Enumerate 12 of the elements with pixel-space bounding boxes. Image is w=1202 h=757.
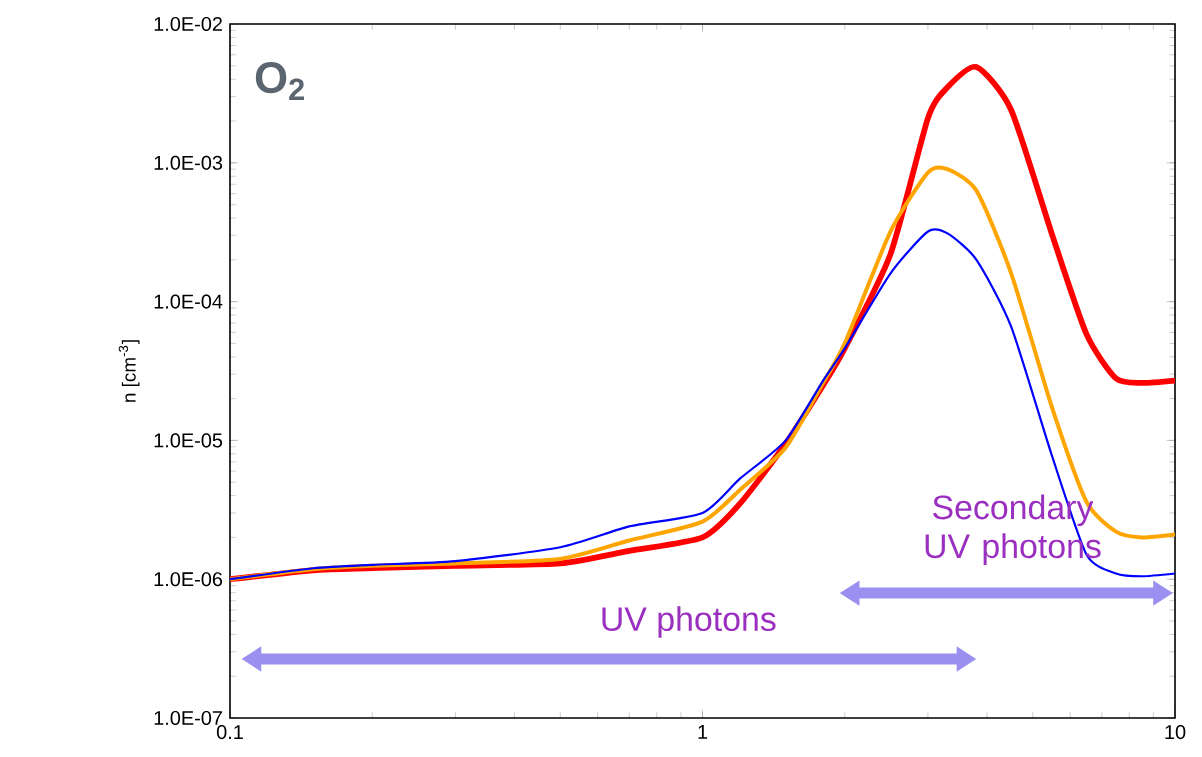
annotation: UV photons xyxy=(602,606,776,638)
x-tick-label: 0.1 xyxy=(216,725,243,740)
y-tick-label: 1.0E-02 xyxy=(154,16,222,32)
y-tick-label: 1.0E-06 xyxy=(154,572,223,587)
y-axis-title: n [cm$^{-3}$] xyxy=(118,340,140,402)
y-tick-label: 1.0E-07 xyxy=(154,710,222,726)
y-tick-label: 1.0E-05 xyxy=(154,433,223,448)
x-tick-label: 1 xyxy=(698,725,708,739)
y-tick-label: 1.0E-04 xyxy=(154,294,223,309)
y-tick-label: 1.0E-03 xyxy=(154,155,223,170)
x-tick-label: 10 xyxy=(1165,725,1186,740)
annotation: O$_{2}$ xyxy=(255,62,304,100)
